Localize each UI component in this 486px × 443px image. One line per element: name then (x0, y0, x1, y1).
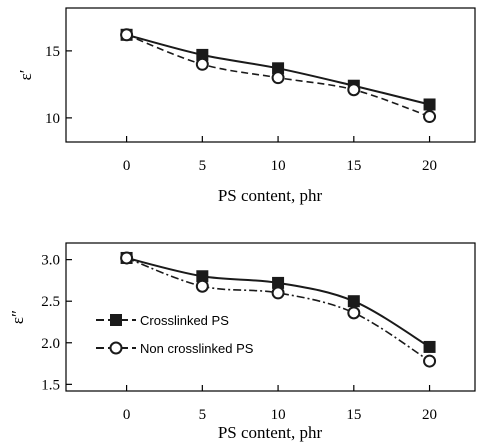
y-ticks: 10 15 (45, 44, 72, 127)
y-tick-label: 2.0 (41, 336, 60, 352)
legend-open-circle-marker (109, 341, 123, 355)
y-tick-label: 3.0 (41, 253, 60, 269)
series-markers (120, 251, 437, 368)
x-ticks: 0 5 10 15 20 (123, 385, 437, 423)
data-point-open-circle (347, 306, 361, 320)
x-tick-label: 10 (271, 407, 286, 423)
series-line-non-crosslinked (126, 257, 430, 362)
x-tick-label: 20 (422, 158, 437, 174)
x-tick-label: 10 (271, 158, 286, 174)
x-tick-label: 5 (199, 407, 207, 423)
data-point-filled-square (272, 62, 285, 75)
legend-label: Crosslinked PS (140, 313, 229, 328)
y-axis-label: ε′ (16, 70, 35, 81)
x-tick-label: 15 (346, 407, 361, 423)
data-point-filled-square (423, 340, 436, 353)
plot-frame (65, 7, 476, 143)
data-point-open-circle (423, 110, 437, 124)
legend-filled-square-marker (110, 314, 122, 326)
epsilon-prime-chart: 0 5 10 15 20 10 15 PS content, phr ε′ (16, 7, 476, 205)
legend-entry-crosslinked: Crosslinked PS (96, 313, 229, 328)
y-tick-label: 1.5 (41, 377, 60, 393)
legend-entry-non-crosslinked: Non crosslinked PS (96, 341, 254, 356)
y-tick-label: 2.5 (41, 294, 60, 310)
data-point-filled-square (347, 295, 360, 308)
data-point-filled-square (423, 98, 436, 111)
y-ticks: 1.5 2.0 2.5 3.0 (41, 253, 72, 393)
x-tick-label: 15 (346, 158, 361, 174)
x-axis-label: PS content, phr (218, 423, 323, 442)
series-line-crosslinked (126, 256, 431, 348)
data-point-filled-square (272, 276, 285, 289)
data-point-open-circle (423, 354, 437, 368)
data-point-open-circle (195, 279, 209, 293)
data-point-open-circle (120, 28, 134, 42)
x-tick-label: 5 (199, 158, 207, 174)
legend: Crosslinked PS Non crosslinked PS (96, 313, 254, 356)
x-axis-label: PS content, phr (218, 186, 323, 205)
data-point-open-circle (120, 251, 134, 265)
epsilon-double-prime-chart: 0 5 10 15 20 1.5 2.0 2.5 3.0 PS content, phr ε″… (8, 242, 476, 442)
y-tick-label: 10 (45, 111, 60, 127)
data-point-open-circle (271, 71, 285, 85)
x-ticks: 0 5 10 15 20 (123, 136, 437, 174)
data-point-filled-square (196, 48, 209, 61)
data-point-filled-square (196, 270, 209, 283)
x-tick-label: 0 (123, 158, 131, 174)
y-axis-label: ε″ (8, 310, 27, 324)
x-tick-label: 20 (422, 407, 437, 423)
data-point-open-circle (271, 286, 285, 300)
series-markers (120, 28, 437, 124)
x-tick-label: 0 (123, 407, 131, 423)
data-point-open-circle (347, 83, 361, 97)
plot-frame (65, 242, 476, 392)
data-point-open-circle (195, 57, 209, 71)
legend-label: Non crosslinked PS (140, 341, 254, 356)
y-tick-label: 15 (45, 44, 60, 60)
